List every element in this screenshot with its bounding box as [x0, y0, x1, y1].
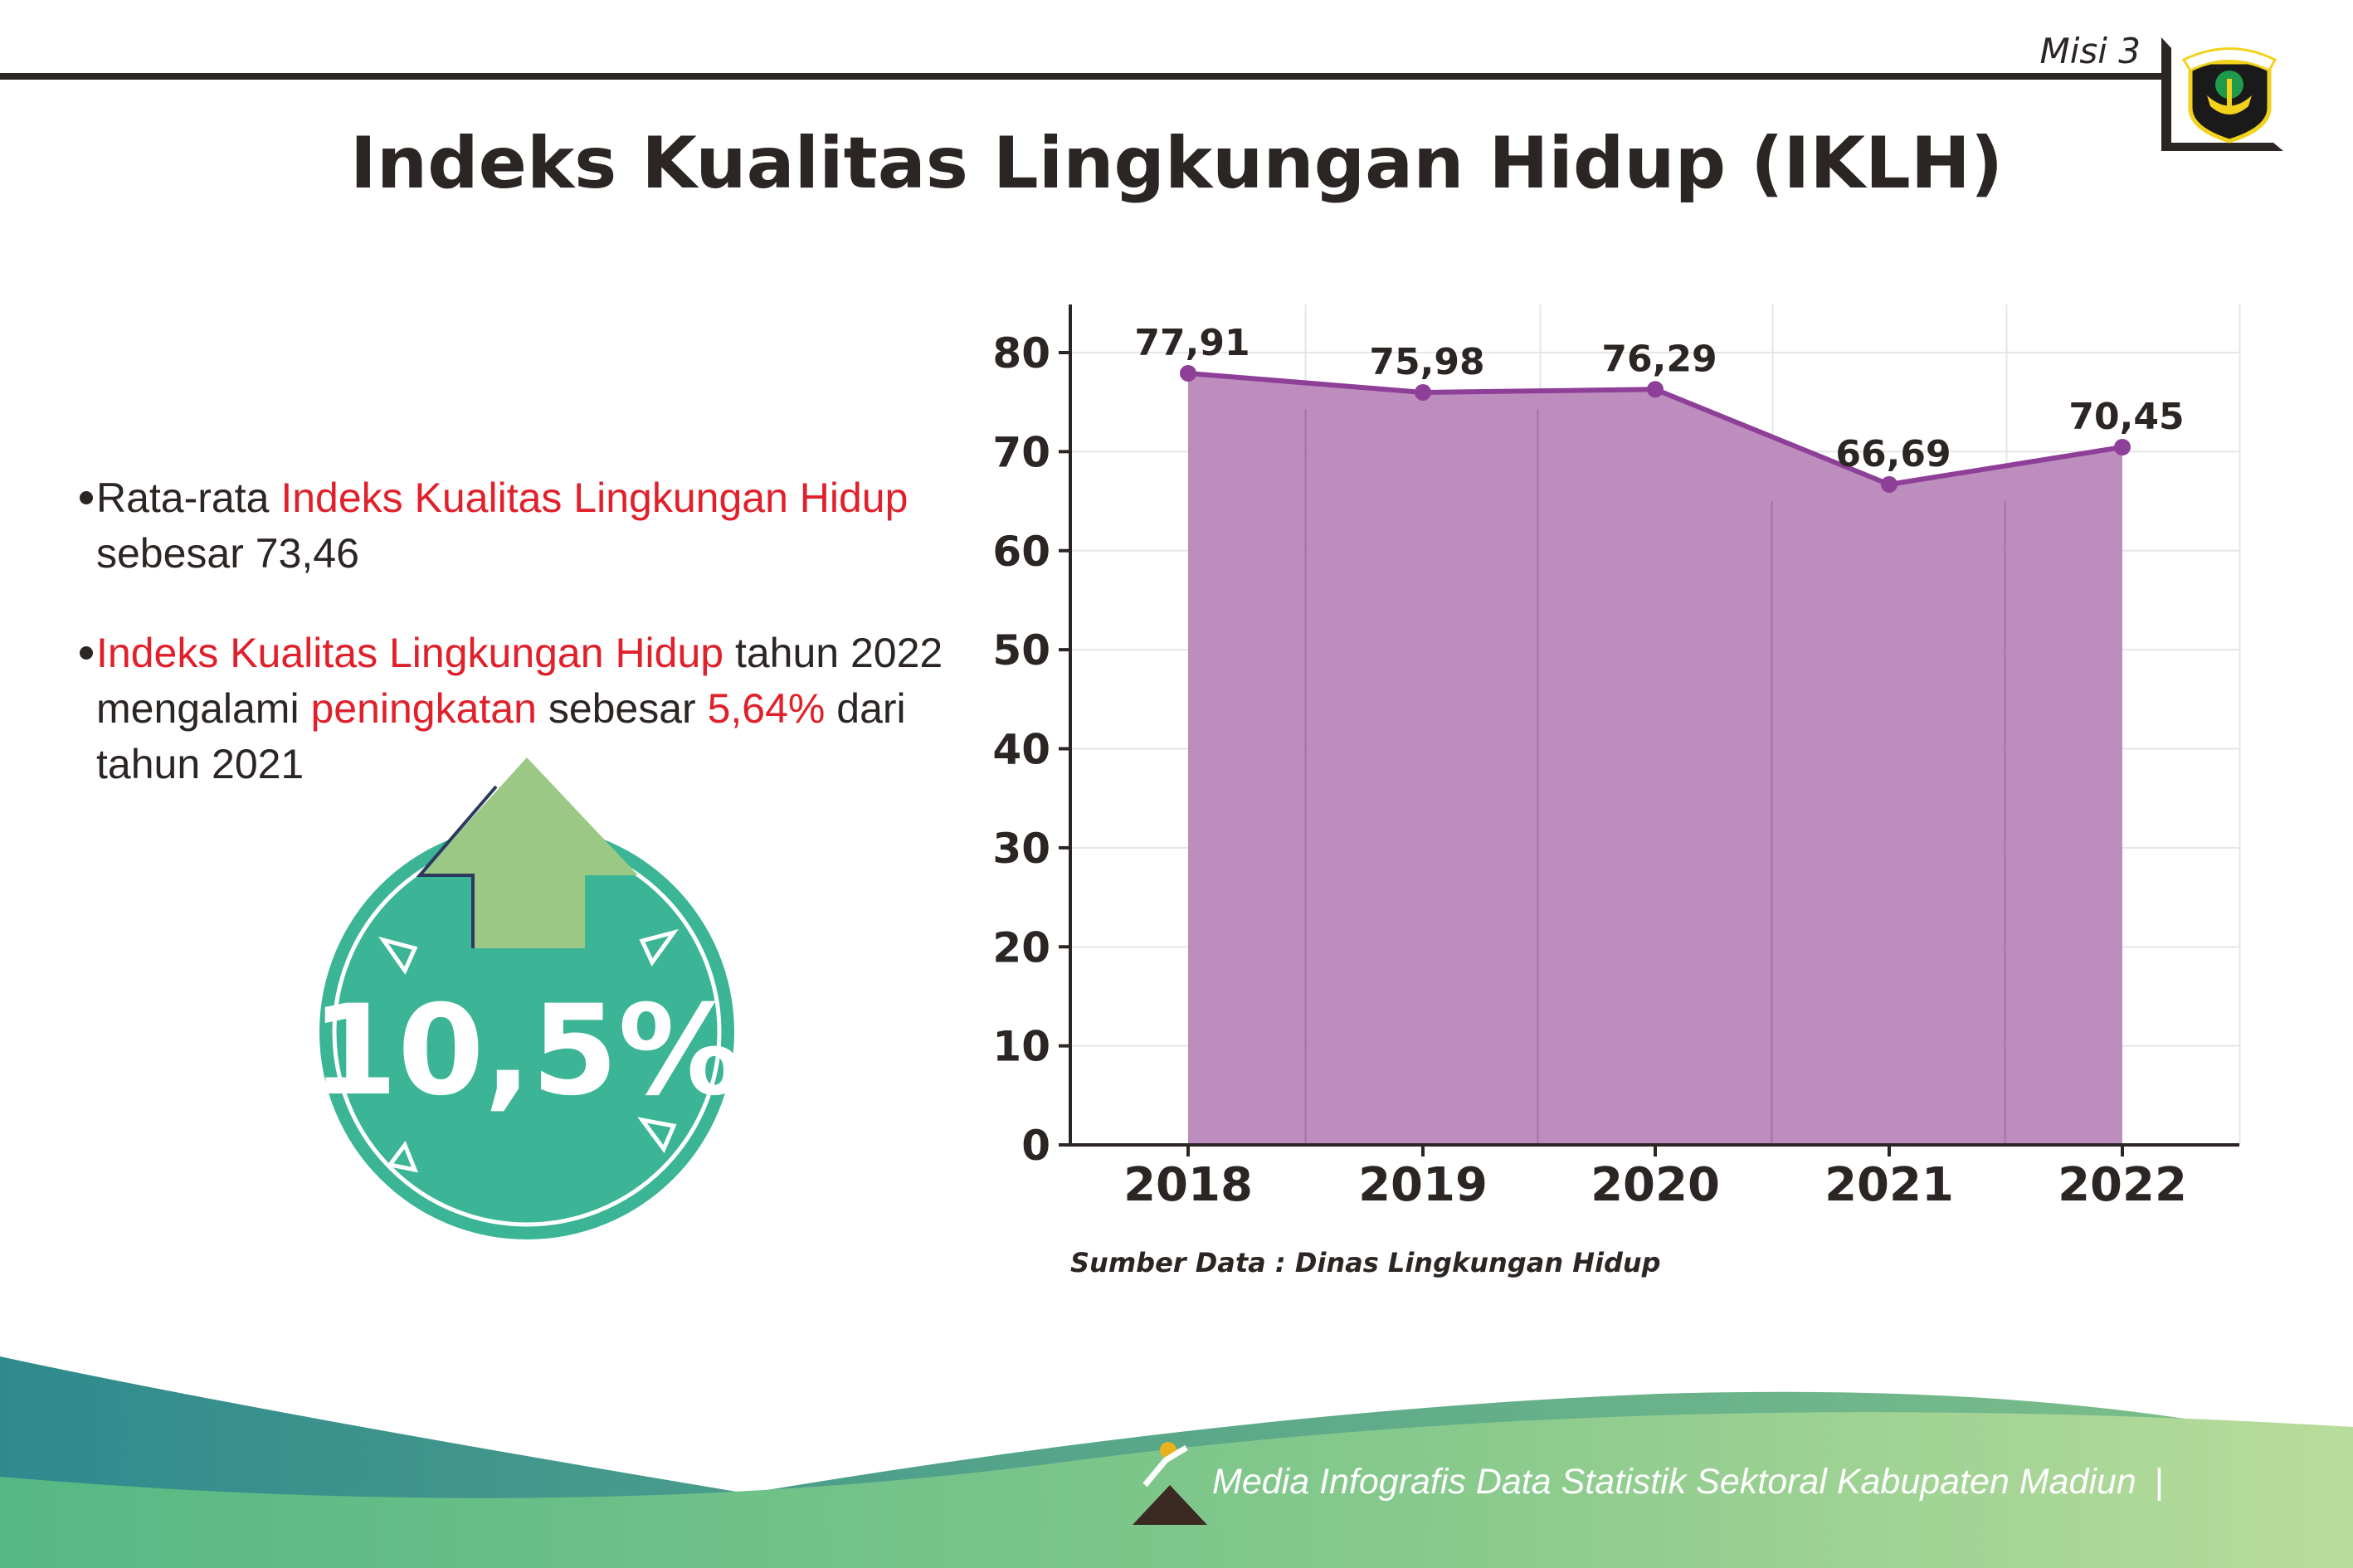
- x-tick-label: 2022: [2058, 1158, 2187, 1212]
- footer-wave-front: [0, 1412, 2353, 1568]
- iklh-area-chart: 77,91 75,98 76,29 66,69 70,45 0 10 20 30 40 50 60 70…: [992, 304, 2241, 1212]
- sparkle-triangles-icon: [378, 928, 680, 1173]
- x-tick-label: 2021: [1824, 1158, 1954, 1212]
- bullet-dot: [80, 491, 93, 504]
- header-rule: [0, 73, 2165, 80]
- data-point: [2114, 439, 2131, 456]
- data-label: 66,69: [1835, 433, 1951, 475]
- y-tick-label: 20: [992, 923, 1050, 971]
- footer-text: Media Infografis Data Statistik Sektoral…: [1212, 1462, 2136, 1502]
- data-point: [1647, 381, 1664, 398]
- bullet-text: Rata-rata Indeks Kualitas Lingkungan Hid…: [96, 475, 908, 521]
- y-tick-label: 30: [992, 825, 1050, 873]
- footer-separator: |: [2155, 1462, 2164, 1502]
- bullet-text: Indeks Kualitas Lingkungan Hidup tahun 2…: [96, 630, 943, 676]
- arrow-shadow: [416, 785, 498, 948]
- page-title: Indeks Kualitas Lingkungan Hidup (IKLH): [350, 122, 2003, 205]
- data-label: 70,45: [2068, 396, 2184, 438]
- data-point: [1415, 383, 1431, 401]
- y-tick-label: 70: [992, 428, 1050, 476]
- data-point: [1180, 364, 1196, 382]
- bullet-text-line2: sebesar 73,46: [96, 530, 359, 577]
- bullet-text-line2: mengalami peningkatan sebesar 5,64% dari: [96, 685, 906, 732]
- bullet-increase: Indeks Kualitas Lingkungan Hidup tahun 2…: [80, 630, 943, 787]
- x-tick-label: 2020: [1591, 1158, 1720, 1212]
- x-tick-label: 2018: [1123, 1158, 1253, 1212]
- y-tick-label: 80: [992, 329, 1050, 377]
- chart-source: Sumber Data : Dinas Lingkungan Hidup: [1070, 1247, 1661, 1278]
- data-label: 75,98: [1369, 341, 1484, 383]
- area-fill: [1188, 373, 2122, 1146]
- growth-badge: 10,5%: [311, 757, 743, 1239]
- data-label: 77,91: [1134, 322, 1250, 364]
- bullet-average: Rata-rata Indeks Kualitas Lingkungan Hid…: [80, 475, 908, 577]
- y-tick-label: 60: [992, 528, 1050, 576]
- data-point: [1881, 475, 1898, 493]
- data-label: 76,29: [1601, 338, 1717, 380]
- y-tick-label: 0: [1021, 1122, 1050, 1170]
- y-tick-label: 50: [992, 626, 1050, 674]
- media-infografis-logo-icon: [1133, 1442, 1207, 1525]
- badge-circle: [319, 825, 734, 1239]
- x-tick-label: 2019: [1358, 1158, 1488, 1212]
- kabupaten-madiun-logo: [2181, 47, 2277, 144]
- mission-label: Misi 3: [2039, 31, 2141, 71]
- y-tick-label: 10: [992, 1023, 1050, 1071]
- badge-value: 10,5%: [311, 979, 743, 1123]
- bullet-text-line3: tahun 2021: [96, 741, 304, 787]
- bullet-dot: [80, 646, 93, 660]
- y-tick-label: 40: [992, 726, 1050, 774]
